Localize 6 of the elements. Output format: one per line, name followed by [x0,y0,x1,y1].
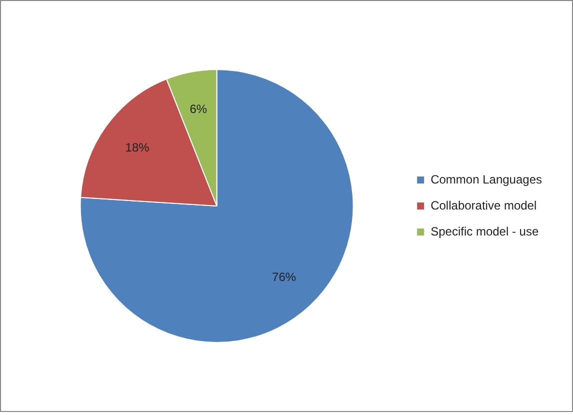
legend-label: Common Languages [430,172,542,186]
data-label: 18% [125,140,150,155]
legend-label: Specific model - use [430,224,539,238]
data-label: 76% [272,270,296,284]
legend-label: Collaborative model [430,198,537,212]
data-label: 6% [190,102,208,116]
